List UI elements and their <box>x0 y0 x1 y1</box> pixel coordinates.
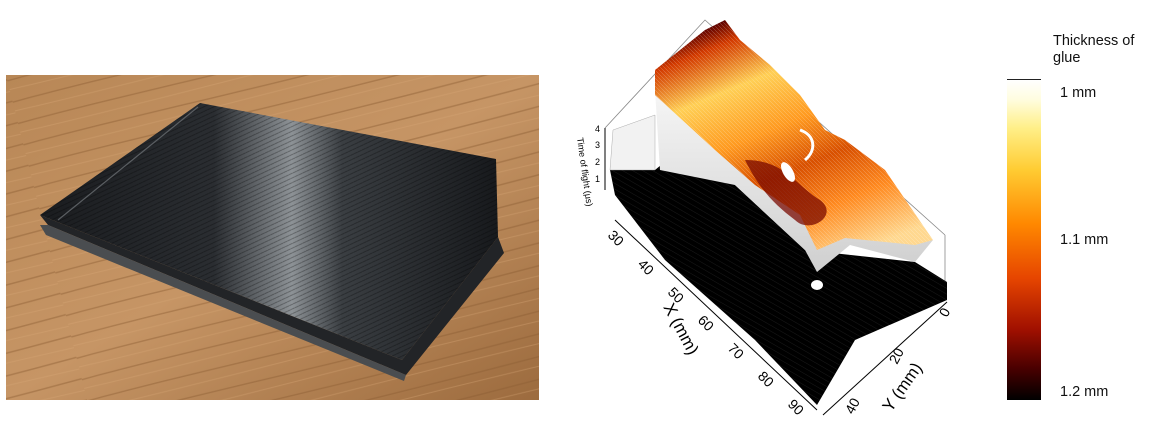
colorbar-top-line <box>1007 79 1041 81</box>
colorbar-label-1-2mm: 1.2 mm <box>1060 384 1109 400</box>
z-axis-label: Time of flight (μs) <box>575 137 595 207</box>
y-tick-40: 40 <box>842 395 864 416</box>
defect-hole-upper <box>781 162 795 182</box>
defect-hole-lower <box>811 280 823 290</box>
colorbar-title: Thickness of glue <box>1053 33 1135 66</box>
y-tick-20: 20 <box>886 345 908 366</box>
colorbar-gradient <box>1007 80 1041 400</box>
x-tick-60: 60 <box>695 312 717 334</box>
y-axis-line <box>822 301 948 416</box>
z-tick-4: 4 <box>595 124 600 134</box>
glue-thickness-3d-surface-plot: 4 3 2 1 Time of flight (μs) 30 40 50 60 … <box>555 10 995 423</box>
z-tick-2: 2 <box>595 157 600 167</box>
colorbar-label-1-1mm: 1.1 mm <box>1060 232 1109 248</box>
x-tick-30: 30 <box>605 227 627 249</box>
x-tick-70: 70 <box>725 340 747 362</box>
x-axis-label: X (mm) <box>659 300 702 358</box>
x-tick-90: 90 <box>785 396 807 418</box>
colorbar-label-1mm: 1 mm <box>1060 85 1097 101</box>
x-tick-40: 40 <box>635 256 657 278</box>
x-tick-80: 80 <box>755 368 777 390</box>
y-tick-0: 0 <box>936 305 954 320</box>
x-axis-line <box>614 219 818 411</box>
z-tick-1: 1 <box>595 174 600 184</box>
composite-plate-photo <box>6 75 539 400</box>
y-axis-label: Y (mm) <box>879 359 926 415</box>
z-tick-3: 3 <box>595 140 600 150</box>
